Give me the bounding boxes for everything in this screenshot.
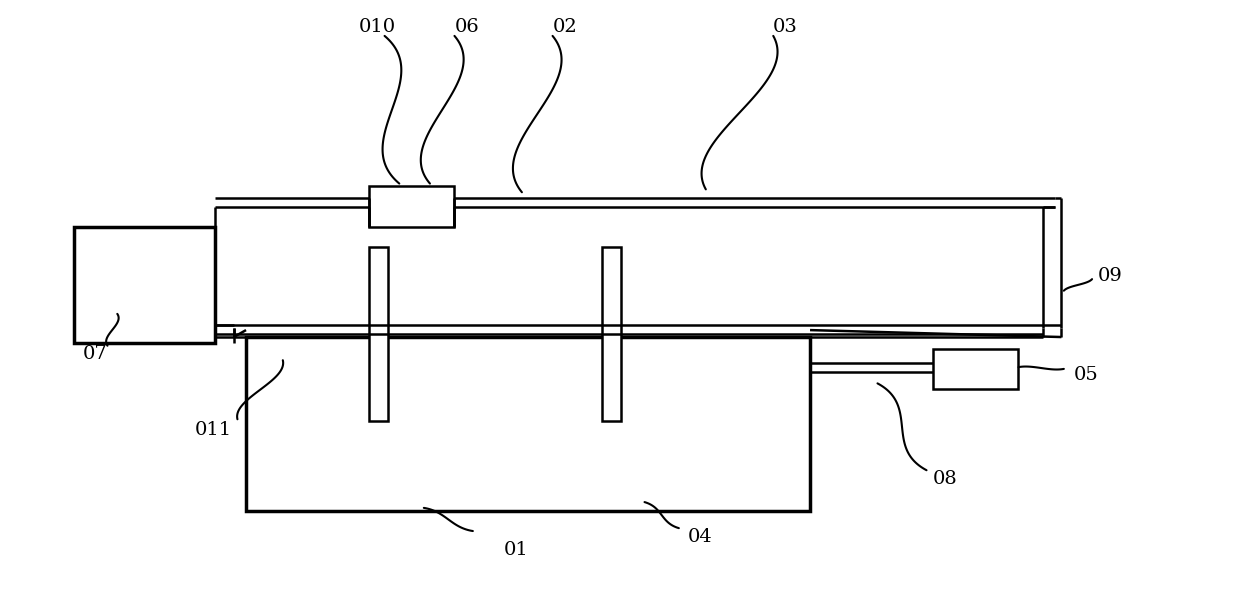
- Text: 04: 04: [687, 528, 712, 546]
- Bar: [601, 247, 621, 421]
- Text: 08: 08: [932, 470, 957, 488]
- Bar: [246, 337, 810, 511]
- Text: 03: 03: [773, 18, 799, 36]
- Text: 07: 07: [83, 345, 108, 364]
- Text: 06: 06: [454, 18, 479, 36]
- Bar: [932, 349, 1018, 389]
- Bar: [368, 186, 455, 227]
- Text: 05: 05: [1074, 366, 1099, 384]
- Text: 010: 010: [358, 18, 396, 36]
- Bar: [74, 227, 216, 343]
- Text: 02: 02: [553, 18, 577, 36]
- Text: 01: 01: [503, 541, 528, 559]
- Bar: [368, 247, 388, 421]
- Text: 09: 09: [1097, 267, 1123, 285]
- Text: 011: 011: [195, 420, 232, 439]
